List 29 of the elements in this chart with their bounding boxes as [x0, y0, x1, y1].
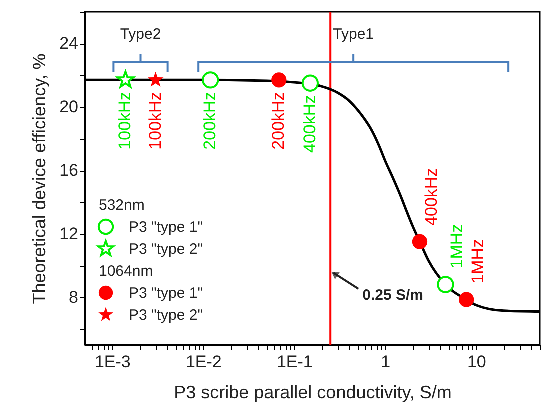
annotation: 1MHz: [468, 239, 488, 284]
annotation: 532nm: [99, 197, 145, 214]
y-tick-label: 12: [60, 224, 78, 244]
annotation: 100kHz: [146, 92, 165, 150]
legend-label: P3 "type 1": [129, 285, 204, 302]
ref-line-label: 0.25 S/m: [362, 287, 424, 304]
annotation: 200kHz: [200, 92, 220, 150]
legend-label: P3 "type 2": [129, 307, 204, 324]
annotation: 200kHz: [269, 92, 288, 150]
x-tick-label: 1E-3: [94, 352, 131, 372]
legend-label: P3 "type 2": [129, 241, 204, 258]
x-tick-label: 1E-1: [276, 352, 313, 372]
annotation: Type1: [333, 26, 374, 43]
x-tick-label: 1E-2: [186, 352, 222, 372]
x-axis-title: P3 scribe parallel conductivity, S/m: [174, 382, 452, 402]
y-axis-title: Theoretical device efficiency, %: [30, 54, 50, 304]
annotation: 400kHz: [300, 95, 320, 153]
annotation: 1MHz: [448, 224, 467, 269]
annotation: 400kHz: [422, 168, 441, 226]
y-tick-label: 20: [60, 98, 78, 117]
y-tick-label: 16: [60, 161, 78, 180]
legend-label: P3 "type 1": [129, 219, 204, 236]
annotation: 100kHz: [116, 92, 135, 150]
annotation: 1064nm: [99, 263, 154, 280]
y-tick-label: 24: [60, 34, 78, 54]
x-tick-label: 10: [467, 352, 486, 372]
x-tick-label: 1: [381, 352, 391, 372]
annotation: Type2: [120, 26, 162, 43]
y-tick-label: 8: [69, 288, 78, 307]
